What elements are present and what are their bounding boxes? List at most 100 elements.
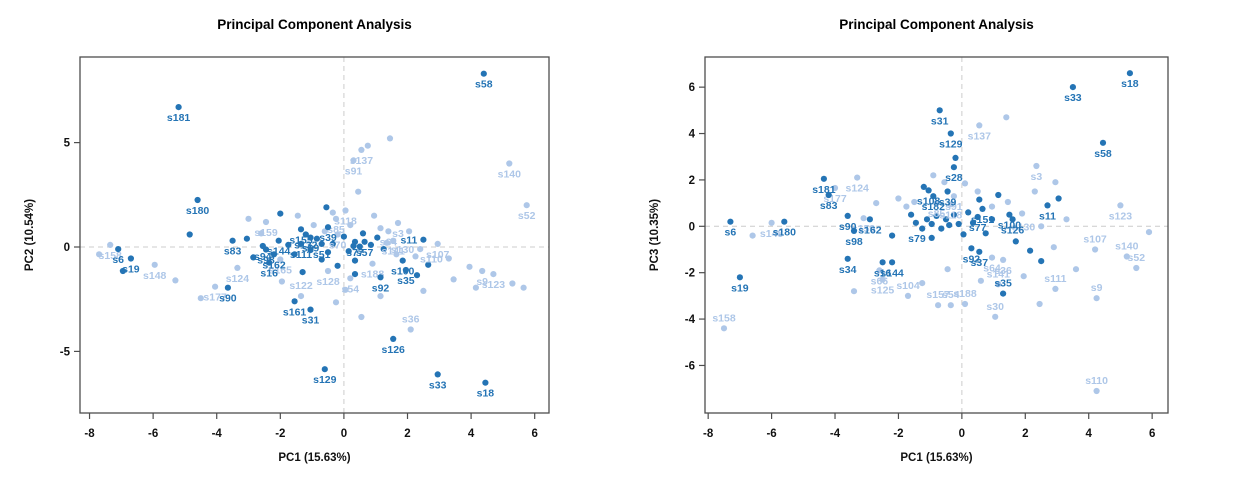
data-point-dark [950, 164, 957, 171]
data-point-dark [361, 238, 368, 245]
data-point-dark [119, 267, 126, 275]
data-point-label: s157 [926, 289, 950, 301]
data-point-dark [844, 212, 851, 219]
data-point-label: s85 [327, 224, 345, 236]
data-point-label: s161 [283, 306, 307, 318]
data-point-label: s148 [760, 228, 784, 240]
data-point-light [1003, 114, 1010, 121]
data-point-label: s94 [254, 251, 272, 263]
data-point-light [385, 228, 392, 235]
data-point-dark [736, 274, 743, 281]
data-point-label: s125 [871, 285, 895, 297]
data-point-label: s141 [382, 246, 406, 258]
data-point-label: s128 [316, 276, 340, 288]
data-point-light [377, 225, 384, 232]
data-point-light [947, 201, 954, 208]
data-point-light [720, 325, 728, 332]
data-point-label: s33 [429, 379, 447, 391]
data-point-label: s182 [922, 201, 946, 213]
data-point-label: s137 [350, 155, 374, 167]
data-point-dark [955, 220, 962, 228]
data-point-light [1063, 216, 1070, 223]
data-point-dark [356, 243, 363, 250]
data-point-light [879, 276, 886, 283]
data-point-dark [420, 236, 427, 243]
data-point-label: s90 [219, 293, 237, 305]
data-point-label: s144 [267, 246, 291, 258]
data-point-dark [969, 219, 977, 226]
data-point-dark [938, 225, 945, 232]
data-point-label: s83 [820, 200, 838, 212]
data-point-dark [186, 231, 193, 238]
data-point-dark [425, 261, 432, 268]
data-point-label: s141 [987, 268, 1011, 280]
x-tick-label: 0 [341, 428, 347, 440]
data-point-dark [224, 284, 231, 291]
data-point-light [977, 277, 984, 284]
data-point-label: s130 [391, 244, 415, 256]
data-point-label: s118 [334, 216, 357, 228]
data-point-light [930, 172, 937, 179]
data-point-light [523, 202, 530, 209]
data-point-dark [1126, 70, 1133, 77]
x-tick-label: -2 [275, 428, 285, 440]
data-point-dark [270, 251, 278, 258]
data-point-label: s99 [302, 243, 320, 255]
data-point-label: s6 [112, 254, 124, 266]
data-point-dark [340, 233, 347, 240]
data-point-dark [377, 274, 384, 281]
data-point-light [479, 267, 486, 275]
data-point-dark [965, 209, 972, 216]
data-point-label: s39 [319, 232, 337, 244]
data-point-dark [889, 259, 896, 266]
data-point-light [377, 293, 384, 300]
data-point-dark [324, 224, 332, 231]
x-tick-label: 2 [1022, 428, 1028, 440]
y-tick-label: 2 [689, 175, 695, 187]
data-point-dark [727, 218, 734, 225]
data-point-label: s107 [426, 249, 450, 261]
data-point-label: s104 [896, 280, 920, 292]
data-point-label: s123 [482, 279, 506, 291]
data-point-dark [844, 255, 851, 262]
data-point-light [490, 271, 497, 278]
data-point-light [369, 260, 376, 267]
data-point-light [873, 200, 880, 207]
data-point-dark [1027, 247, 1034, 254]
data-point-light [904, 292, 912, 299]
data-point-dark [928, 220, 935, 228]
data-point-dark [889, 232, 896, 239]
y-axis-label-right: PC3 (10.35%) [649, 198, 661, 272]
data-point-dark [947, 130, 954, 137]
data-point-light [988, 254, 996, 261]
data-point-dark [334, 262, 341, 269]
data-point-dark [390, 335, 397, 342]
data-point-dark [944, 188, 951, 195]
data-point-dark [359, 230, 367, 237]
data-point-dark [266, 259, 273, 266]
data-point-light [197, 295, 204, 302]
data-point-dark [968, 245, 975, 252]
data-point-label: s122 [289, 280, 313, 292]
data-point-label: s35 [397, 275, 415, 287]
data-point-label: s165 [269, 265, 293, 277]
data-point-label: s118 [939, 209, 962, 221]
data-point-light [509, 280, 516, 287]
data-point-label: s177 [203, 292, 227, 304]
data-point-label: s123 [1109, 210, 1133, 222]
data-point-label: s181 [812, 184, 836, 196]
data-point-label: s6 [725, 227, 737, 239]
data-point-light [434, 240, 441, 247]
data-point-dark [930, 193, 937, 200]
data-point-dark [920, 183, 927, 190]
data-point-light [450, 276, 457, 283]
data-point-label: s52 [518, 210, 536, 222]
x-tick-label: 6 [531, 428, 537, 440]
data-point-light [310, 222, 317, 229]
data-point-light [850, 288, 858, 295]
data-point-label: s19 [122, 264, 140, 276]
data-point-dark [1009, 216, 1016, 223]
data-point-dark [979, 205, 986, 212]
data-point-dark [374, 234, 381, 241]
data-point-light [961, 300, 969, 308]
